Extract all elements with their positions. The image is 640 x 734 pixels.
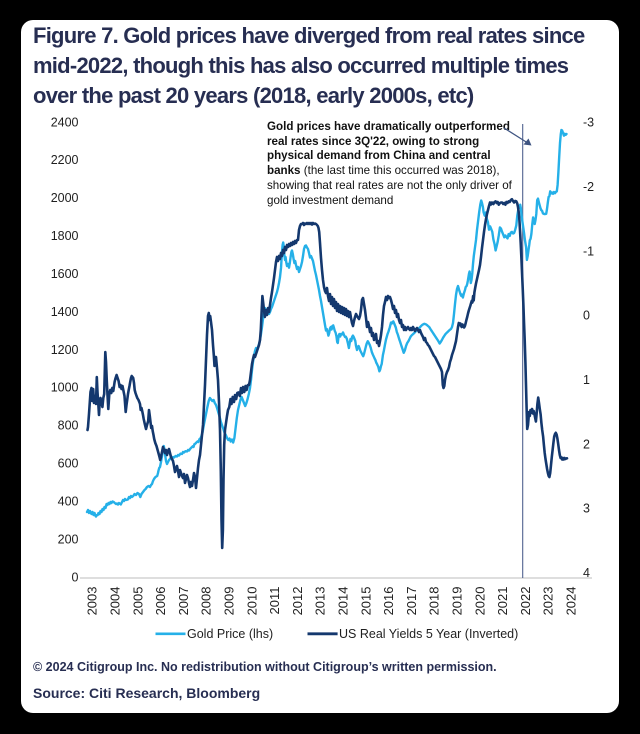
- svg-text:2: 2: [583, 437, 590, 451]
- svg-text:1200: 1200: [51, 343, 79, 357]
- svg-text:2200: 2200: [51, 153, 79, 167]
- svg-text:2000: 2000: [51, 191, 79, 205]
- svg-text:2003: 2003: [85, 587, 100, 616]
- svg-text:600: 600: [58, 457, 79, 471]
- svg-text:2008: 2008: [199, 587, 214, 616]
- svg-text:2400: 2400: [51, 115, 79, 129]
- svg-text:2005: 2005: [130, 587, 145, 616]
- svg-text:2013: 2013: [313, 587, 328, 616]
- svg-text:1000: 1000: [51, 381, 79, 395]
- svg-text:-3: -3: [583, 116, 594, 130]
- svg-text:2020: 2020: [472, 587, 487, 616]
- svg-text:US Real Yields 5 Year (Inverte: US Real Yields 5 Year (Inverted): [339, 627, 518, 641]
- svg-text:2019: 2019: [450, 587, 465, 616]
- svg-text:-2: -2: [583, 180, 594, 194]
- svg-text:2016: 2016: [381, 587, 396, 616]
- svg-text:2022: 2022: [518, 587, 533, 616]
- svg-text:2009: 2009: [222, 587, 237, 616]
- svg-text:1800: 1800: [51, 229, 79, 243]
- svg-text:3: 3: [583, 502, 590, 516]
- svg-text:2006: 2006: [153, 587, 168, 616]
- svg-text:2011: 2011: [267, 587, 282, 615]
- svg-text:2004: 2004: [108, 587, 123, 616]
- svg-text:Gold Price (lhs): Gold Price (lhs): [187, 627, 273, 641]
- svg-text:2014: 2014: [336, 587, 351, 616]
- svg-text:2010: 2010: [244, 587, 259, 616]
- svg-text:-1: -1: [583, 244, 594, 258]
- svg-text:800: 800: [58, 419, 79, 433]
- svg-text:2017: 2017: [404, 587, 419, 616]
- svg-text:0: 0: [72, 570, 79, 584]
- svg-text:2018: 2018: [427, 587, 442, 616]
- svg-text:2023: 2023: [541, 587, 556, 616]
- svg-text:2021: 2021: [495, 587, 510, 616]
- svg-text:200: 200: [58, 532, 79, 546]
- svg-text:0: 0: [583, 309, 590, 323]
- svg-text:4: 4: [583, 566, 590, 580]
- svg-text:1: 1: [583, 373, 590, 387]
- svg-text:1400: 1400: [51, 305, 79, 319]
- svg-text:2007: 2007: [176, 587, 191, 616]
- svg-text:2015: 2015: [358, 587, 373, 616]
- svg-text:400: 400: [58, 495, 79, 509]
- svg-text:1600: 1600: [51, 267, 79, 281]
- svg-text:2012: 2012: [290, 587, 305, 616]
- svg-text:2024: 2024: [564, 587, 579, 616]
